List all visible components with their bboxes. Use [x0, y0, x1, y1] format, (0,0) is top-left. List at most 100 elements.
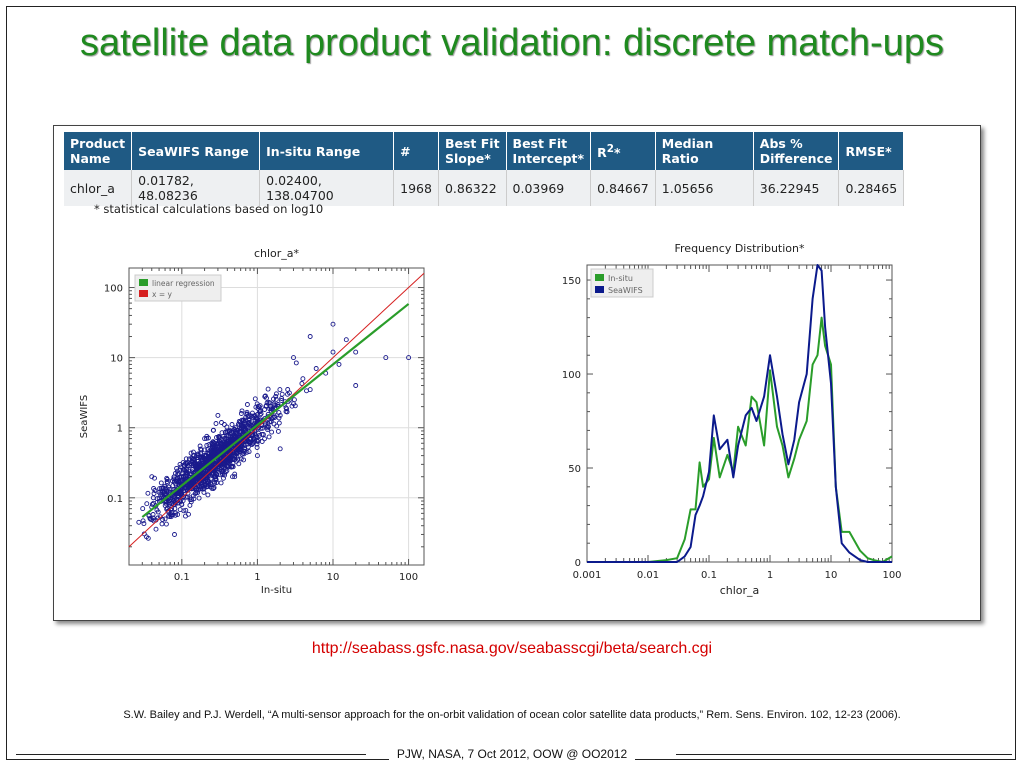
- cell-r2: 0.84667: [590, 170, 656, 206]
- scatter-point: [291, 401, 296, 407]
- scatter-point: [179, 474, 185, 480]
- scatter-point: [230, 448, 236, 454]
- col-product-name: Product Name: [64, 132, 133, 170]
- scatter-point: [353, 349, 359, 355]
- scatter-point: [197, 443, 203, 449]
- scatter-x-axis-label: In-situ: [261, 585, 292, 596]
- scatter-point: [183, 507, 189, 513]
- scatter-point: [156, 489, 162, 495]
- scatter-point: [250, 415, 256, 421]
- scatter-point: [253, 404, 259, 410]
- scatter-point: [196, 495, 202, 501]
- scatter-point: [174, 494, 180, 500]
- scatter-point: [242, 417, 248, 423]
- scatter-point: [154, 496, 160, 502]
- freq-legend: In-situ SeaWIFS: [590, 268, 654, 298]
- scatter-point: [164, 479, 170, 484]
- scatter-point: [235, 456, 241, 462]
- scatter-point: [230, 464, 236, 470]
- scatter-point: [210, 448, 216, 454]
- scatter-point: [163, 521, 169, 527]
- scatter-point: [238, 425, 244, 431]
- scatter-point: [276, 420, 282, 426]
- freq-title: Frequency Distribution*: [675, 242, 805, 255]
- scatter-point: [168, 512, 174, 518]
- scatter-point: [262, 393, 268, 399]
- scatter-point: [232, 471, 238, 477]
- scatter-point: [277, 387, 283, 393]
- table-header-row: Product Name SeaWIFS Range In-situ Range …: [64, 132, 905, 170]
- freq-x-tick-label: 0.01: [637, 570, 659, 581]
- scatter-point: [232, 427, 238, 433]
- scatter-y-axis-label: SeaWIFS: [79, 395, 90, 438]
- cell-slope: 0.86322: [438, 170, 507, 206]
- scatter-point: [247, 440, 253, 446]
- scatter-point: [266, 434, 272, 440]
- cell-insitu-range: 0.02400, 138.04700: [259, 170, 395, 206]
- col-r-squared: R2*: [590, 132, 656, 170]
- statistics-table: Product Name SeaWIFS Range In-situ Range …: [64, 132, 905, 206]
- scatter-point: [175, 471, 181, 477]
- scatter-legend-box: [134, 274, 222, 302]
- scatter-point: [155, 509, 161, 515]
- scatter-point: [171, 474, 177, 480]
- scatter-point: [160, 517, 166, 522]
- col-median-ratio: Median Ratio: [655, 132, 754, 170]
- scatter-point: [251, 414, 257, 420]
- scatter-point: [185, 463, 191, 469]
- scatter-point: [207, 484, 213, 490]
- frequency-chart: Frequency Distribution* 0.001 0.01 0.1 1 10 10…: [562, 242, 902, 597]
- scatter-point: [174, 491, 180, 497]
- scatter-legend-label: x = y: [152, 290, 172, 299]
- scatter-point: [221, 475, 226, 481]
- scatter-point: [183, 456, 189, 462]
- scatter-point: [187, 502, 193, 508]
- scatter-point: [208, 467, 213, 473]
- scatter-point: [241, 451, 247, 457]
- scatter-point: [255, 438, 261, 444]
- cell-product: chlor_a: [64, 170, 133, 206]
- scatter-point: [242, 432, 248, 438]
- scatter-point: [250, 441, 256, 447]
- col-count: #: [393, 132, 439, 170]
- scatter-point: [216, 434, 222, 440]
- col-rmse: RMSE*: [838, 132, 905, 170]
- source-url[interactable]: http://seabass.gsfc.nasa.gov/seabasscgi/…: [311, 640, 713, 657]
- scatter-point: [187, 497, 193, 503]
- scatter-point: [265, 425, 270, 431]
- scatter-point: [201, 485, 207, 491]
- scatter-point: [330, 349, 336, 355]
- scatter-point: [144, 501, 150, 507]
- scatter-point: [241, 457, 247, 463]
- scatter-point: [258, 411, 264, 417]
- scatter-point: [193, 476, 199, 481]
- scatter-point: [202, 483, 208, 488]
- scatter-point: [189, 486, 194, 492]
- scatter-point: [223, 469, 229, 475]
- scatter-point: [284, 406, 290, 412]
- scatter-point: [252, 428, 257, 434]
- scatter-legend-swatch: [139, 279, 148, 286]
- scatter-point: [158, 480, 164, 486]
- scatter-point: [307, 334, 313, 339]
- scatter-point: [150, 512, 156, 517]
- scatter-point: [279, 396, 285, 401]
- scatter-point: [245, 423, 251, 429]
- citation: S.W. Bailey and P.J. Werdell, “A multi-s…: [123, 709, 901, 721]
- scatter-point: [208, 455, 214, 461]
- scatter-y-tick-label: 100: [104, 284, 123, 295]
- scatter-point: [190, 493, 196, 499]
- scatter-legend-swatch: [139, 290, 148, 297]
- scatter-point: [222, 441, 228, 447]
- scatter-point: [242, 428, 248, 433]
- scatter-point: [254, 453, 260, 459]
- scatter-point: [145, 490, 151, 496]
- scatter-point: [185, 490, 191, 496]
- scatter-point: [224, 433, 230, 439]
- scatter-point: [198, 446, 204, 452]
- freq-legend-label: SeaWIFS: [608, 286, 643, 295]
- scatter-point: [264, 400, 270, 406]
- col-best-fit-intercept: Best Fit Intercept*: [506, 132, 592, 170]
- scatter-chart: chlor_a* 0.1 1 10 100 0.1 1 10 100 In-situ SeaWIFS…: [79, 247, 425, 596]
- scatter-point: [272, 415, 278, 420]
